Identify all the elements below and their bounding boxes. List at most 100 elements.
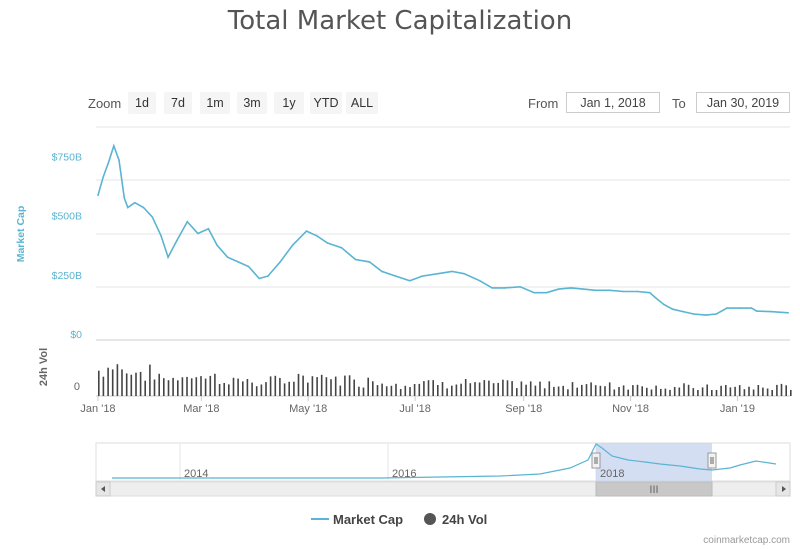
volume-bar: [474, 382, 476, 396]
volume-bar: [116, 364, 119, 396]
volume-bar: [255, 386, 258, 396]
navigator-selection[interactable]: [596, 443, 712, 481]
legend-market-cap[interactable]: Market Cap: [333, 512, 404, 527]
volume-bar: [608, 382, 611, 396]
legend-volume[interactable]: 24h Vol: [442, 512, 488, 527]
volume-bar: [190, 378, 193, 396]
x-tick-label: Mar '18: [183, 403, 219, 415]
volume-bar: [618, 387, 620, 396]
source-credit: coinmarketcap.com: [703, 535, 790, 546]
y-tick-label: $250B: [52, 270, 82, 282]
to-label: To: [672, 96, 686, 111]
volume-bar: [571, 382, 574, 396]
volume-bar: [228, 384, 230, 396]
data-point: [738, 307, 740, 309]
volume-bar: [283, 383, 286, 396]
data-point: [134, 201, 136, 204]
data-point: [608, 289, 611, 292]
data-point: [622, 290, 625, 293]
zoom-3m-button[interactable]: 3m: [237, 92, 267, 114]
data-point: [437, 272, 439, 275]
chart-title: Total Market Capitalization: [227, 6, 573, 36]
volume-bar: [687, 384, 690, 396]
data-point: [197, 232, 199, 235]
navigator-right-handle[interactable]: [707, 452, 717, 469]
volume-bar: [242, 381, 244, 396]
navigator-label-2014: 2014: [184, 468, 208, 480]
volume-bar: [511, 381, 513, 396]
zoom-1m-button[interactable]: 1m: [200, 92, 230, 114]
volume-bar: [288, 381, 290, 396]
volume-bar: [153, 379, 156, 396]
volume-bar: [381, 383, 383, 396]
volume-bar: [451, 385, 453, 396]
volume-bar: [562, 385, 564, 396]
volume-bar: [669, 389, 671, 396]
data-point: [207, 228, 210, 230]
volume-bar: [111, 369, 114, 396]
zoom-1y-button[interactable]: 1y: [274, 92, 304, 114]
volume-bar: [163, 378, 165, 396]
volume-bar: [715, 390, 718, 396]
volume-bar: [265, 382, 267, 396]
y-tick-label: $500B: [52, 211, 82, 223]
to-date-input[interactable]: Jan 30, 2019: [696, 92, 790, 113]
volume-bar: [437, 385, 439, 396]
data-point: [267, 275, 269, 277]
data-point: [368, 261, 371, 263]
data-point: [692, 313, 695, 315]
volume-bar: [334, 376, 337, 396]
data-point: [663, 303, 665, 306]
data-point: [97, 194, 99, 196]
data-point: [769, 310, 772, 313]
from-date-input[interactable]: Jan 1, 2018: [566, 92, 660, 113]
volume-bar: [790, 390, 792, 396]
volume-bar: [200, 376, 202, 396]
volume-bar: [752, 389, 755, 396]
volume-bar: [673, 387, 676, 396]
volume-bar: [409, 387, 411, 396]
volume-bars: [98, 364, 792, 396]
data-point: [247, 265, 250, 268]
scroll-left-arrow-icon: [101, 486, 105, 492]
volume-bar: [316, 377, 318, 396]
volume-bar: [576, 387, 578, 396]
volume-bar: [678, 387, 681, 396]
data-point: [682, 310, 684, 313]
data-point: [316, 235, 318, 237]
volume-bar: [139, 371, 142, 396]
zoom-label: Zoom: [88, 96, 122, 111]
volume-bar: [367, 377, 369, 396]
volume-bar: [177, 380, 179, 396]
navigator-left-handle[interactable]: [591, 452, 601, 469]
zoom-7d-button[interactable]: 7d: [164, 92, 192, 114]
zoom-all-button[interactable]: ALL: [346, 92, 378, 114]
zoom-1d-button[interactable]: 1d: [128, 92, 156, 114]
volume-bar: [260, 384, 263, 396]
volume-bar: [307, 382, 309, 396]
data-point: [503, 287, 506, 289]
data-point: [755, 310, 758, 312]
volume-bar: [274, 375, 277, 396]
scrollbar-thumb[interactable]: [595, 481, 713, 497]
volume-bar: [339, 385, 342, 396]
volume-bar: [557, 386, 560, 396]
volume-bar: [766, 388, 769, 396]
volume-bar: [502, 379, 504, 396]
volume-bar: [692, 388, 695, 396]
volume-bar: [293, 381, 295, 396]
y-tick-label: $750B: [52, 152, 82, 164]
volume-bar: [320, 374, 323, 396]
volume-bar: [506, 380, 509, 396]
volume-bar: [539, 381, 541, 396]
volume-bar: [218, 384, 221, 396]
zoom-ytd-button[interactable]: YTD: [310, 92, 342, 114]
volume-bar: [594, 385, 597, 396]
data-point: [533, 291, 535, 294]
volume-bar: [158, 373, 160, 396]
x-tick-label: Jan '19: [720, 403, 755, 415]
volume-bar: [488, 380, 490, 396]
data-point: [491, 287, 494, 289]
volume-bar: [404, 385, 407, 396]
